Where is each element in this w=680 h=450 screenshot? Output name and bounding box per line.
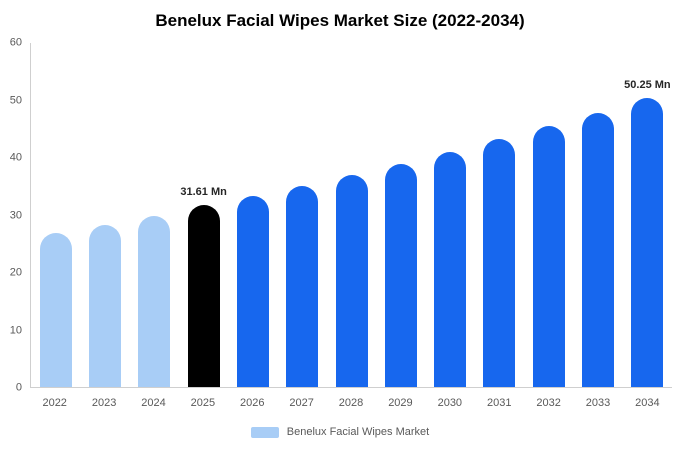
x-tick-2033: 2033 <box>585 397 611 409</box>
bar-2022[interactable] <box>39 232 72 387</box>
y-tick-30: 30 <box>9 209 22 221</box>
legend[interactable]: Benelux Facial Wipes Market <box>0 426 680 438</box>
x-tick-2025: 2025 <box>190 397 216 409</box>
x-tick-2029: 2029 <box>388 397 413 409</box>
y-tick-0: 0 <box>15 381 22 394</box>
bar-2023[interactable] <box>88 224 121 387</box>
bar-slot-2028 <box>327 43 376 387</box>
bar-slot-2030 <box>426 43 475 387</box>
bar-slot-2025: 31.61 Mn <box>179 43 228 387</box>
bar-slot-2024 <box>130 43 179 387</box>
bar-slot-2033 <box>573 43 622 387</box>
bar-2029[interactable] <box>384 163 417 387</box>
chart-title: Benelux Facial Wipes Market Size (2022-2… <box>155 11 525 30</box>
plot-area: 31.61 Mn 50.25 Mn <box>30 43 672 388</box>
x-tick-2031: 2031 <box>486 397 512 409</box>
bar-2025[interactable] <box>187 205 220 387</box>
bar-slot-2029 <box>376 43 425 387</box>
bar-2033[interactable] <box>582 112 615 387</box>
bar-2030[interactable] <box>434 151 467 387</box>
y-tick-10: 10 <box>9 324 22 336</box>
data-label-2025: 31.61 Mn <box>180 186 227 199</box>
bar-slot-2023 <box>80 43 129 387</box>
x-tick-2024: 2024 <box>141 397 166 409</box>
y-tick-50: 50 <box>9 94 22 106</box>
x-tick-2032: 2032 <box>536 397 561 409</box>
bar-2032[interactable] <box>532 126 565 387</box>
x-tick-2026: 2026 <box>240 397 265 409</box>
x-tick-2022: 2022 <box>42 397 67 409</box>
x-tick-2028: 2028 <box>338 397 364 409</box>
x-tick-2030: 2030 <box>437 397 463 409</box>
x-tick-2027: 2027 <box>289 397 314 409</box>
y-tick-60: 60 <box>9 36 22 49</box>
x-axis: 2022 2023 2024 2025 2026 2027 2028 2029 2030 2031… <box>30 397 672 409</box>
bar-2028[interactable] <box>335 174 368 387</box>
x-tick-2023: 2023 <box>91 397 117 409</box>
bar-2031[interactable] <box>483 139 516 387</box>
bar-slot-2031 <box>475 43 524 387</box>
bar-slot-2022 <box>31 43 80 387</box>
data-label-2034: 50.25 Mn <box>624 79 671 92</box>
bar-slot-2026 <box>228 43 277 387</box>
legend-label: Benelux Facial Wipes Market <box>286 426 430 438</box>
y-axis: 0 10 20 30 40 50 60 <box>0 37 27 393</box>
x-tick-2034: 2034 <box>635 397 660 409</box>
bar-2024[interactable] <box>138 215 171 387</box>
bar-slot-2027 <box>278 43 327 387</box>
y-tick-20: 20 <box>9 266 22 279</box>
legend-swatch <box>250 426 279 438</box>
bar-2026[interactable] <box>236 195 269 387</box>
bar-2027[interactable] <box>286 185 319 387</box>
bar-slot-2032 <box>524 43 573 387</box>
bar-slot-2034: 50.25 Mn <box>623 43 672 387</box>
bar-2034[interactable] <box>631 98 664 387</box>
y-tick-40: 40 <box>9 151 22 164</box>
